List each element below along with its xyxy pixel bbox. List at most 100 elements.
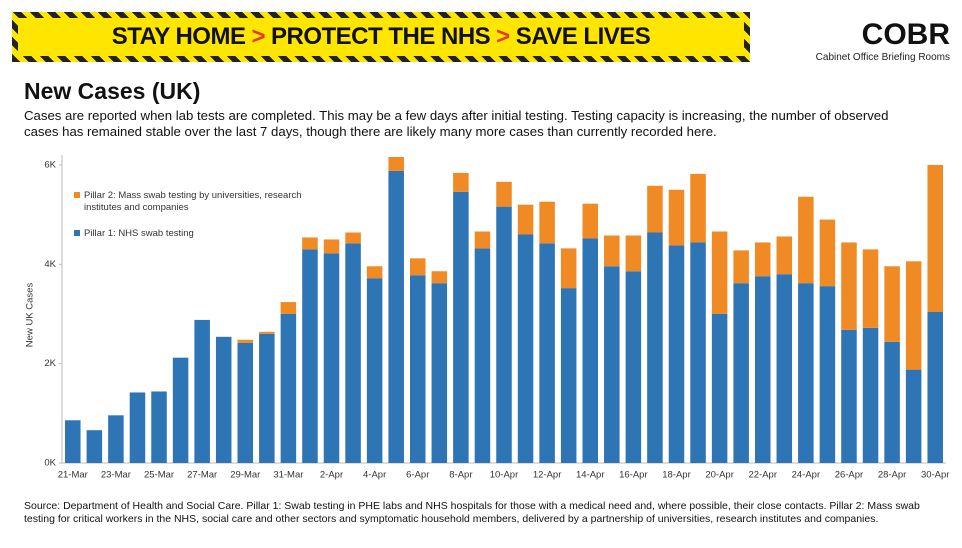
bar-segment <box>237 342 254 463</box>
banner-text: PROTECT THE NHS <box>270 23 491 50</box>
bar-segment <box>345 232 361 244</box>
y-tick-label: 0K <box>44 458 56 469</box>
x-tick-label: 4-Apr <box>363 470 386 481</box>
banner-text: SAVE LIVES <box>515 23 651 50</box>
bar-segment <box>560 288 577 463</box>
bar-segment <box>776 236 793 275</box>
bar-segment <box>517 234 534 463</box>
logo-name: COBR <box>861 18 950 51</box>
legend-swatch <box>74 192 80 198</box>
x-tick-label: 16-Apr <box>619 470 648 481</box>
x-tick-label: 24-Apr <box>792 470 821 481</box>
bar-segment <box>496 206 512 463</box>
x-tick-label: 28-Apr <box>878 470 907 481</box>
x-tick-label: 30-Apr <box>921 470 950 481</box>
bar-segment <box>539 243 555 463</box>
x-tick-label: 27-Mar <box>187 470 217 481</box>
bar-segment <box>690 173 706 243</box>
bar-segment <box>431 271 448 284</box>
x-tick-label: 18-Apr <box>662 470 691 481</box>
x-tick-label: 21-Mar <box>58 470 88 481</box>
x-tick-label: 31-Mar <box>273 470 303 481</box>
banner-text: STAY HOME <box>111 23 246 50</box>
bar-segment <box>345 243 361 463</box>
bar-segment <box>711 313 728 463</box>
bar-segment <box>453 191 469 463</box>
bar-segment <box>517 204 534 235</box>
x-tick-label: 22-Apr <box>748 470 777 481</box>
bar-segment <box>819 286 836 463</box>
bar-segment <box>259 333 275 463</box>
bar-segment <box>474 248 491 463</box>
bar-segment <box>108 415 124 463</box>
bar-segment <box>194 319 210 463</box>
bar-segment <box>302 249 318 463</box>
bar-segment <box>604 235 620 267</box>
x-tick-label: 25-Mar <box>144 470 174 481</box>
x-tick-label: 14-Apr <box>576 470 605 481</box>
bar-segment <box>690 242 706 463</box>
chart: New UK Cases 0K 2K 4K 6K 21-Mar 23-Mar 25-Mar 2… <box>25 155 950 481</box>
bar-segment <box>668 189 685 246</box>
bar-segment <box>474 231 491 249</box>
bar-segment <box>604 266 620 463</box>
x-tick-label: 6-Apr <box>406 470 429 481</box>
x-tick-label: 2-Apr <box>320 470 343 481</box>
bar-segment <box>927 311 943 463</box>
bar-segment <box>409 275 426 463</box>
legend-swatch <box>74 230 80 236</box>
bar-segment <box>905 369 922 463</box>
bar-segment <box>323 239 340 254</box>
x-tick-label: 20-Apr <box>705 470 734 481</box>
x-tick-label: 12-Apr <box>533 470 562 481</box>
bar-segment <box>388 156 404 171</box>
bar-segment <box>129 392 146 463</box>
title: New Cases (UK) <box>24 78 201 104</box>
y-axis-title: New UK Cases <box>25 283 36 348</box>
bar-segment <box>927 164 943 312</box>
bar-segment <box>366 278 383 463</box>
bar-segment <box>862 327 879 463</box>
y-tick-label: 2K <box>44 358 56 369</box>
description: Cases are reported when lab tests are co… <box>24 108 889 139</box>
bar-segment <box>65 420 81 463</box>
legend-label: Pillar 2: Mass swab testing by universit… <box>84 190 302 213</box>
bar-segment <box>366 266 383 279</box>
x-tick-label: 26-Apr <box>835 470 864 481</box>
bar-segment <box>237 339 254 343</box>
bar-segment <box>172 357 189 463</box>
bar-segment <box>280 302 297 314</box>
bar-segment <box>668 245 685 463</box>
x-tick-label: 23-Mar <box>101 470 131 481</box>
bar-segment <box>711 231 728 314</box>
bar-segment <box>259 331 275 334</box>
bar-segment <box>560 248 577 289</box>
y-tick-label: 4K <box>44 259 56 270</box>
bar-segment <box>151 391 167 463</box>
bar-segment <box>776 274 793 463</box>
bar-segment <box>302 237 318 250</box>
bar-segment <box>798 196 814 284</box>
x-tick-label: 10-Apr <box>490 470 519 481</box>
bar-segment <box>625 235 642 272</box>
bar-segment <box>582 203 599 239</box>
bar-segment <box>647 185 663 233</box>
bar-segment <box>86 430 103 463</box>
bar-segment <box>819 219 836 287</box>
x-tick-label: 8-Apr <box>449 470 472 481</box>
bar-segment <box>884 341 900 463</box>
bar-segment <box>323 253 340 463</box>
bar-segment <box>431 283 448 463</box>
bar-segment <box>905 261 922 370</box>
x-tick-label: 29-Mar <box>230 470 260 481</box>
bar-segment <box>453 172 469 192</box>
bar-segment <box>409 258 426 276</box>
bar-segment <box>625 271 642 463</box>
y-tick-label: 6K <box>44 159 56 170</box>
bar-segment <box>215 336 232 463</box>
bar-segment <box>647 232 663 463</box>
bar-segment <box>841 242 857 330</box>
bar-segment <box>733 250 749 284</box>
bar-segment <box>280 313 297 463</box>
